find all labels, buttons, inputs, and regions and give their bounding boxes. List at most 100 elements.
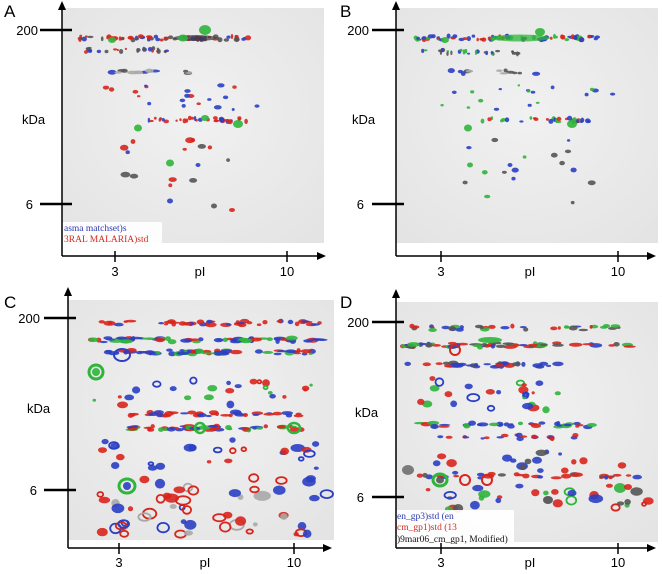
gel-spot xyxy=(550,85,555,90)
gel-spot xyxy=(586,119,591,123)
gel-spot xyxy=(99,340,108,344)
panel-b-xtick-label-3: 3 xyxy=(437,264,444,279)
gel-spot xyxy=(548,118,554,124)
gel-spot xyxy=(404,361,412,366)
gel-spot xyxy=(599,475,605,479)
gel-spot xyxy=(125,150,130,155)
gel-spot xyxy=(302,476,316,487)
gel-spot xyxy=(438,49,442,52)
panel-a-x-arrow xyxy=(317,252,326,260)
gel-spot xyxy=(478,98,484,103)
gel-spot xyxy=(624,499,631,505)
gel-spot xyxy=(180,412,189,415)
gel-spot xyxy=(285,349,297,354)
gel-spot xyxy=(88,337,99,343)
gel-spot xyxy=(407,342,420,347)
gel-spot xyxy=(155,351,161,355)
gel-spot xyxy=(560,34,564,40)
gel-spot xyxy=(422,472,428,478)
gel-spot xyxy=(599,325,608,329)
gel-spot xyxy=(100,36,104,42)
gel-spot xyxy=(559,160,565,166)
gel-spot xyxy=(226,400,235,409)
gel-spot xyxy=(545,118,549,121)
gel-spot xyxy=(193,116,197,121)
gel-spot xyxy=(235,320,240,324)
gel-spot xyxy=(272,411,283,416)
gel-spot xyxy=(586,423,597,427)
gel-spot xyxy=(262,379,270,387)
gel-spot xyxy=(114,71,122,74)
panel-a-y-arrow xyxy=(58,1,66,10)
gel-spot xyxy=(409,323,415,329)
gel-spot xyxy=(567,35,572,38)
gel-spot xyxy=(117,519,130,529)
gel-spot xyxy=(159,38,164,42)
panel-d-legend-box xyxy=(396,510,514,546)
panel-c-y-arrow xyxy=(64,287,72,296)
gel-spot xyxy=(529,423,539,426)
panel-a-x-label: pI xyxy=(195,264,206,279)
gel-spot xyxy=(230,34,234,39)
gel-spot xyxy=(535,101,540,104)
gel-spot xyxy=(129,173,139,179)
gel-spot xyxy=(437,453,447,460)
gel-spot xyxy=(197,144,206,149)
gel-spot xyxy=(108,37,116,43)
gel-spot xyxy=(228,413,233,418)
gel-spot xyxy=(617,462,627,469)
gel-spot xyxy=(495,363,504,367)
panel-b-x-arrow xyxy=(647,252,656,260)
gel-spot xyxy=(556,424,563,427)
gel-spot xyxy=(308,352,313,355)
panel-d-spots xyxy=(400,323,654,513)
gel-spot xyxy=(479,325,485,329)
gel-spot xyxy=(491,137,499,143)
gel-spot xyxy=(570,200,575,205)
gel-spot xyxy=(468,420,476,426)
gel-spot xyxy=(567,489,577,497)
gel-spot xyxy=(313,466,319,470)
gel-spot xyxy=(218,521,232,533)
gel-spot xyxy=(443,491,457,500)
gel-spot xyxy=(175,495,192,506)
gel-spot xyxy=(111,462,120,469)
gel-spot xyxy=(136,37,139,41)
gel-spot xyxy=(516,51,519,57)
gel-spot xyxy=(155,462,166,470)
gel-spot xyxy=(196,319,205,325)
gel-spot xyxy=(148,412,159,416)
gel-spot xyxy=(523,327,529,332)
panel-b-x-label: pI xyxy=(525,264,536,279)
gel-spot xyxy=(437,435,444,439)
panel-a-legend-box xyxy=(62,222,162,246)
gel-spot xyxy=(508,423,514,426)
panel-a-y-label: kDa xyxy=(22,112,46,127)
gel-spot xyxy=(537,468,544,473)
gel-spot xyxy=(163,38,169,40)
gel-spot xyxy=(487,117,492,122)
gel-spot xyxy=(147,465,158,471)
gel-spot xyxy=(556,120,562,124)
gel-spot xyxy=(96,491,105,498)
gel-spot xyxy=(183,443,197,452)
gel-spot xyxy=(587,34,591,39)
gel-spot xyxy=(421,48,425,54)
panel-c-tick-label-6: 6 xyxy=(30,483,37,498)
gel-spot xyxy=(256,323,262,327)
gel-spot xyxy=(447,341,457,345)
gel-spot xyxy=(444,364,453,368)
gel-spot xyxy=(80,37,84,40)
gel-spot xyxy=(229,208,235,212)
gel-spot xyxy=(462,49,466,55)
gel-spot xyxy=(123,482,131,490)
panel-c-x-arrow xyxy=(323,544,332,552)
gel-spot xyxy=(123,320,129,323)
gel-spot xyxy=(195,163,201,167)
gel-spot xyxy=(302,529,312,538)
panel-b-y-arrow xyxy=(392,1,400,10)
gel-spot xyxy=(176,351,189,355)
gel-spot xyxy=(118,36,122,41)
gel-spot xyxy=(480,118,485,124)
panel-b-spots xyxy=(413,28,616,205)
